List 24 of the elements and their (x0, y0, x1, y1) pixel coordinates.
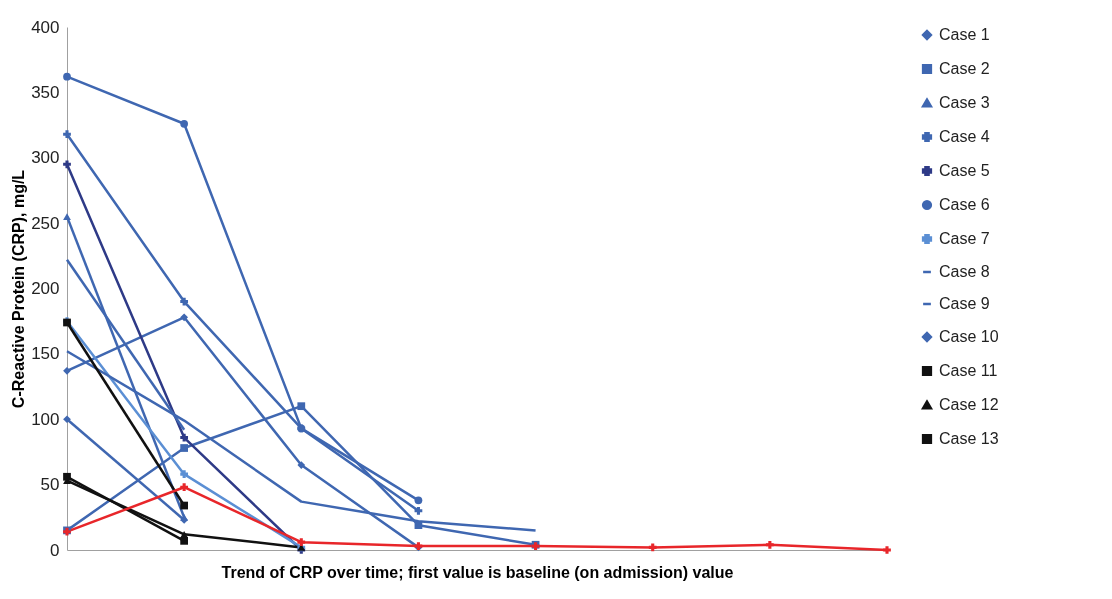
y-tick-label: 100 (31, 409, 60, 429)
y-tick-label: 150 (31, 344, 60, 364)
legend-label: Case 6 (939, 196, 990, 213)
legend-label: Case 3 (939, 94, 990, 111)
legend-label: Case 7 (939, 230, 990, 247)
legend-label: Case 5 (939, 162, 990, 179)
y-tick-label: 250 (31, 213, 60, 233)
x-axis-title: Trend of CRP over time; first value is baseline (on admission) value (221, 563, 734, 581)
y-tick-label: 350 (31, 82, 60, 102)
y-tick-label: 400 (31, 17, 60, 37)
legend-label: Case 13 (939, 430, 999, 447)
legend-label: Case 10 (939, 328, 999, 345)
legend-label: Case 9 (939, 295, 990, 312)
y-tick-label: 50 (40, 475, 60, 495)
y-tick-label: 0 (50, 540, 60, 560)
legend-label: Case 1 (939, 26, 990, 43)
y-axis-title: C-Reactive Protein (CRP), mg/L (10, 169, 28, 409)
legend-label: Case 8 (939, 263, 990, 280)
legend-label: Case 12 (939, 396, 999, 413)
legend-label: Case 4 (939, 128, 990, 145)
y-tick-label: 300 (31, 148, 60, 168)
y-tick-label: 200 (31, 279, 60, 298)
legend-label: Case 2 (939, 60, 990, 77)
legend-label: Case 11 (939, 362, 998, 379)
